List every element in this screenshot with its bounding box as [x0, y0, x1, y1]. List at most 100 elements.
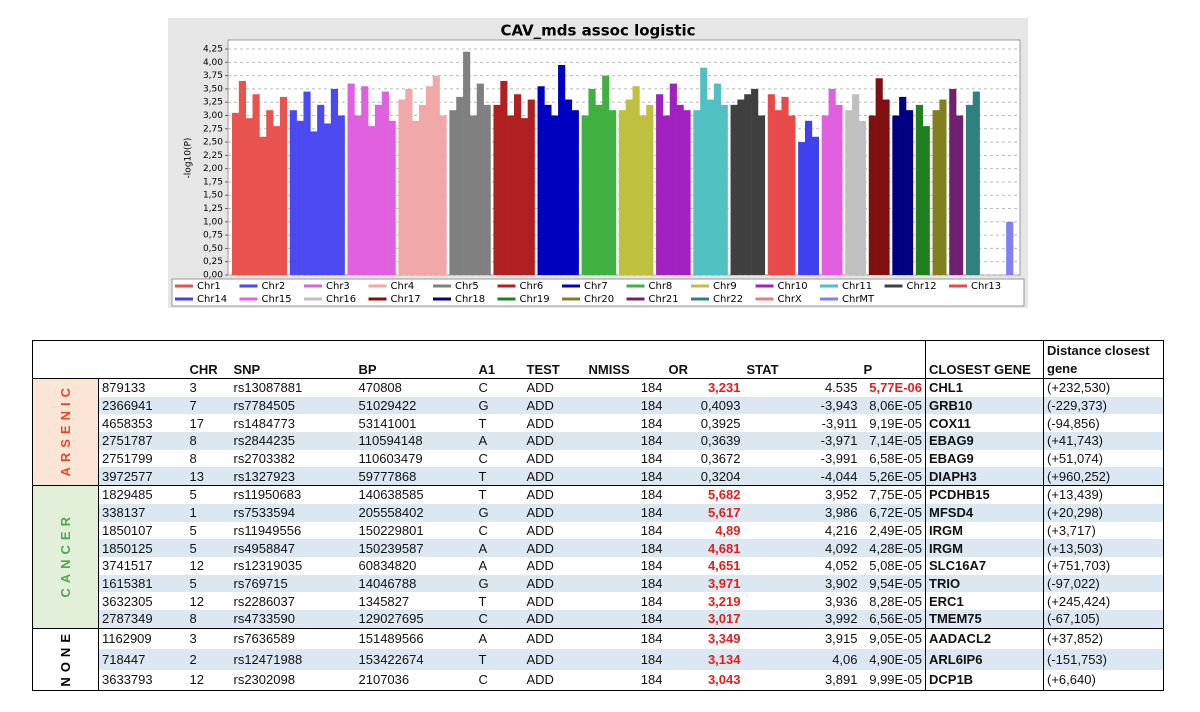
- table-cell: 110603479: [358, 451, 423, 467]
- legend-label: ChrMT: [842, 294, 875, 305]
- table-cell: 338137: [98, 503, 187, 522]
- table-cell: (+20,298): [1043, 503, 1164, 522]
- snp-column: [915, 104, 923, 275]
- y-tick-label: 2,25: [203, 151, 223, 161]
- snp-column: [317, 104, 325, 275]
- snp-column: [374, 104, 383, 275]
- table-cell: ADD: [523, 467, 586, 486]
- legend-box: [171, 278, 1025, 307]
- table-cell: A: [475, 432, 524, 450]
- header-cell: STAT: [743, 340, 861, 379]
- snp-column: [805, 120, 813, 275]
- header-cell: CLOSEST GENE: [925, 340, 1044, 379]
- snp-column: [868, 115, 876, 275]
- table-cell: G: [475, 396, 524, 415]
- table-cell: (+51,074): [1043, 449, 1164, 468]
- header-row: CHR SNP BP A1 TEST NMISS OR STAT P CLOSEST GENE Di…: [32, 340, 1164, 379]
- legend-label: Chr13: [971, 281, 1001, 292]
- table-cell: 184: [585, 396, 666, 415]
- snp-column: [875, 78, 883, 275]
- snp-column: [828, 88, 836, 275]
- snp-column: [245, 118, 253, 276]
- table-cell: 4,216: [824, 522, 858, 538]
- table-cell: TMEM75: [925, 609, 1044, 629]
- header-cell: TEST: [523, 340, 586, 379]
- legend-swatch: [368, 284, 387, 288]
- table-cell: rs769715: [230, 574, 356, 593]
- y-tick-label: 2,75: [203, 124, 223, 134]
- y-tick-label: 1,75: [203, 177, 223, 187]
- snp-column: [232, 112, 240, 276]
- table-cell: (-94,856): [1043, 414, 1164, 433]
- table-cell: 184: [585, 503, 666, 522]
- table-cell: 8: [189, 451, 197, 467]
- table-cell: -3,971: [743, 432, 861, 450]
- group-label: CANCER: [32, 485, 99, 629]
- snp-column: [588, 88, 596, 275]
- table-cell: 2366941: [98, 396, 187, 415]
- header-cell: [98, 340, 187, 379]
- snp-column: [774, 110, 782, 275]
- snp-column: [469, 115, 478, 275]
- table-cell: 2751799: [102, 451, 153, 467]
- table-row: CANCER 1829485 5 rs11950683 140638585 T ADD 184…: [32, 485, 1164, 629]
- results-table: CHR SNP BP A1 TEST NMISS OR STAT P CLOSEST GENE Di…: [32, 340, 1164, 692]
- legend-label: Chr16: [326, 294, 356, 305]
- table-cell: 4.535: [743, 377, 861, 397]
- snp-column: [537, 86, 545, 276]
- table-cell: (+960,252): [1043, 467, 1164, 486]
- table-row: 1850107 5 rs11949556 150229801 C ADD 184 4,89 4,…: [33, 521, 1164, 540]
- table-cell: rs12471988: [230, 649, 356, 670]
- table-row: 3972577 13 rs1327923 59777868 T ADD 184 0,3204-…: [33, 467, 1164, 486]
- legend-label: Chr20: [584, 294, 614, 305]
- snp-column: [564, 99, 573, 275]
- table-cell: 3632305: [102, 593, 153, 609]
- table-row: NONE 1162909 3 rs7636589 151489566 A ADD 184 3,3…: [32, 627, 1164, 691]
- snp-column: [757, 115, 766, 275]
- legend-swatch: [175, 284, 193, 288]
- table-cell: (-67,105): [1043, 609, 1164, 629]
- table-cell: ADD: [523, 649, 586, 670]
- snp-column: [956, 115, 964, 275]
- legend-label: Chr4: [391, 281, 415, 292]
- table-cell: 184: [585, 609, 666, 629]
- group-text: CANCER: [58, 512, 73, 598]
- table-cell: DIAPH3: [925, 467, 1044, 486]
- y-tick-label: 0,75: [203, 231, 223, 241]
- table-cell: GRB10: [925, 396, 1044, 415]
- legend-label: Chr17: [391, 294, 421, 305]
- group-label: ARSENIC: [32, 377, 99, 486]
- table-cell: 184: [640, 415, 663, 431]
- group-text: NONE: [58, 628, 73, 687]
- snp-column: [354, 115, 362, 275]
- table-cell: 5: [186, 485, 231, 504]
- table-cell: 205558402: [355, 503, 476, 522]
- snp-column: [279, 96, 288, 276]
- snp-column: [602, 75, 610, 276]
- legend-label: Chr21: [649, 294, 679, 305]
- snp-column: [456, 96, 464, 276]
- table-cell: rs4958847: [230, 539, 356, 557]
- table-cell: 110594148: [355, 432, 476, 450]
- snp-column: [238, 80, 246, 276]
- legend-swatch: [755, 284, 774, 288]
- table-cell: ARL6IP6: [925, 649, 1044, 670]
- snp-column: [882, 99, 890, 275]
- table-cell: DCP1B: [925, 669, 1044, 691]
- header-cell: BP: [355, 340, 476, 379]
- snp-column: [662, 115, 671, 275]
- table-cell: (-151,753): [1043, 649, 1164, 670]
- table-cell: 12: [189, 672, 204, 688]
- legend-swatch: [239, 297, 258, 301]
- legend-label: Chr8: [649, 281, 673, 292]
- table-cell: 0,4093: [665, 396, 744, 415]
- table-cell: 470808: [355, 377, 476, 397]
- table-cell: 3741517: [102, 558, 153, 574]
- table-cell: MFSD4: [925, 503, 1044, 522]
- table-cell: rs7636589: [230, 627, 356, 650]
- snp-column: [625, 99, 633, 275]
- table-cell: 53141001: [358, 415, 417, 431]
- legend-swatch: [562, 284, 580, 288]
- table-cell: 879133: [98, 377, 187, 397]
